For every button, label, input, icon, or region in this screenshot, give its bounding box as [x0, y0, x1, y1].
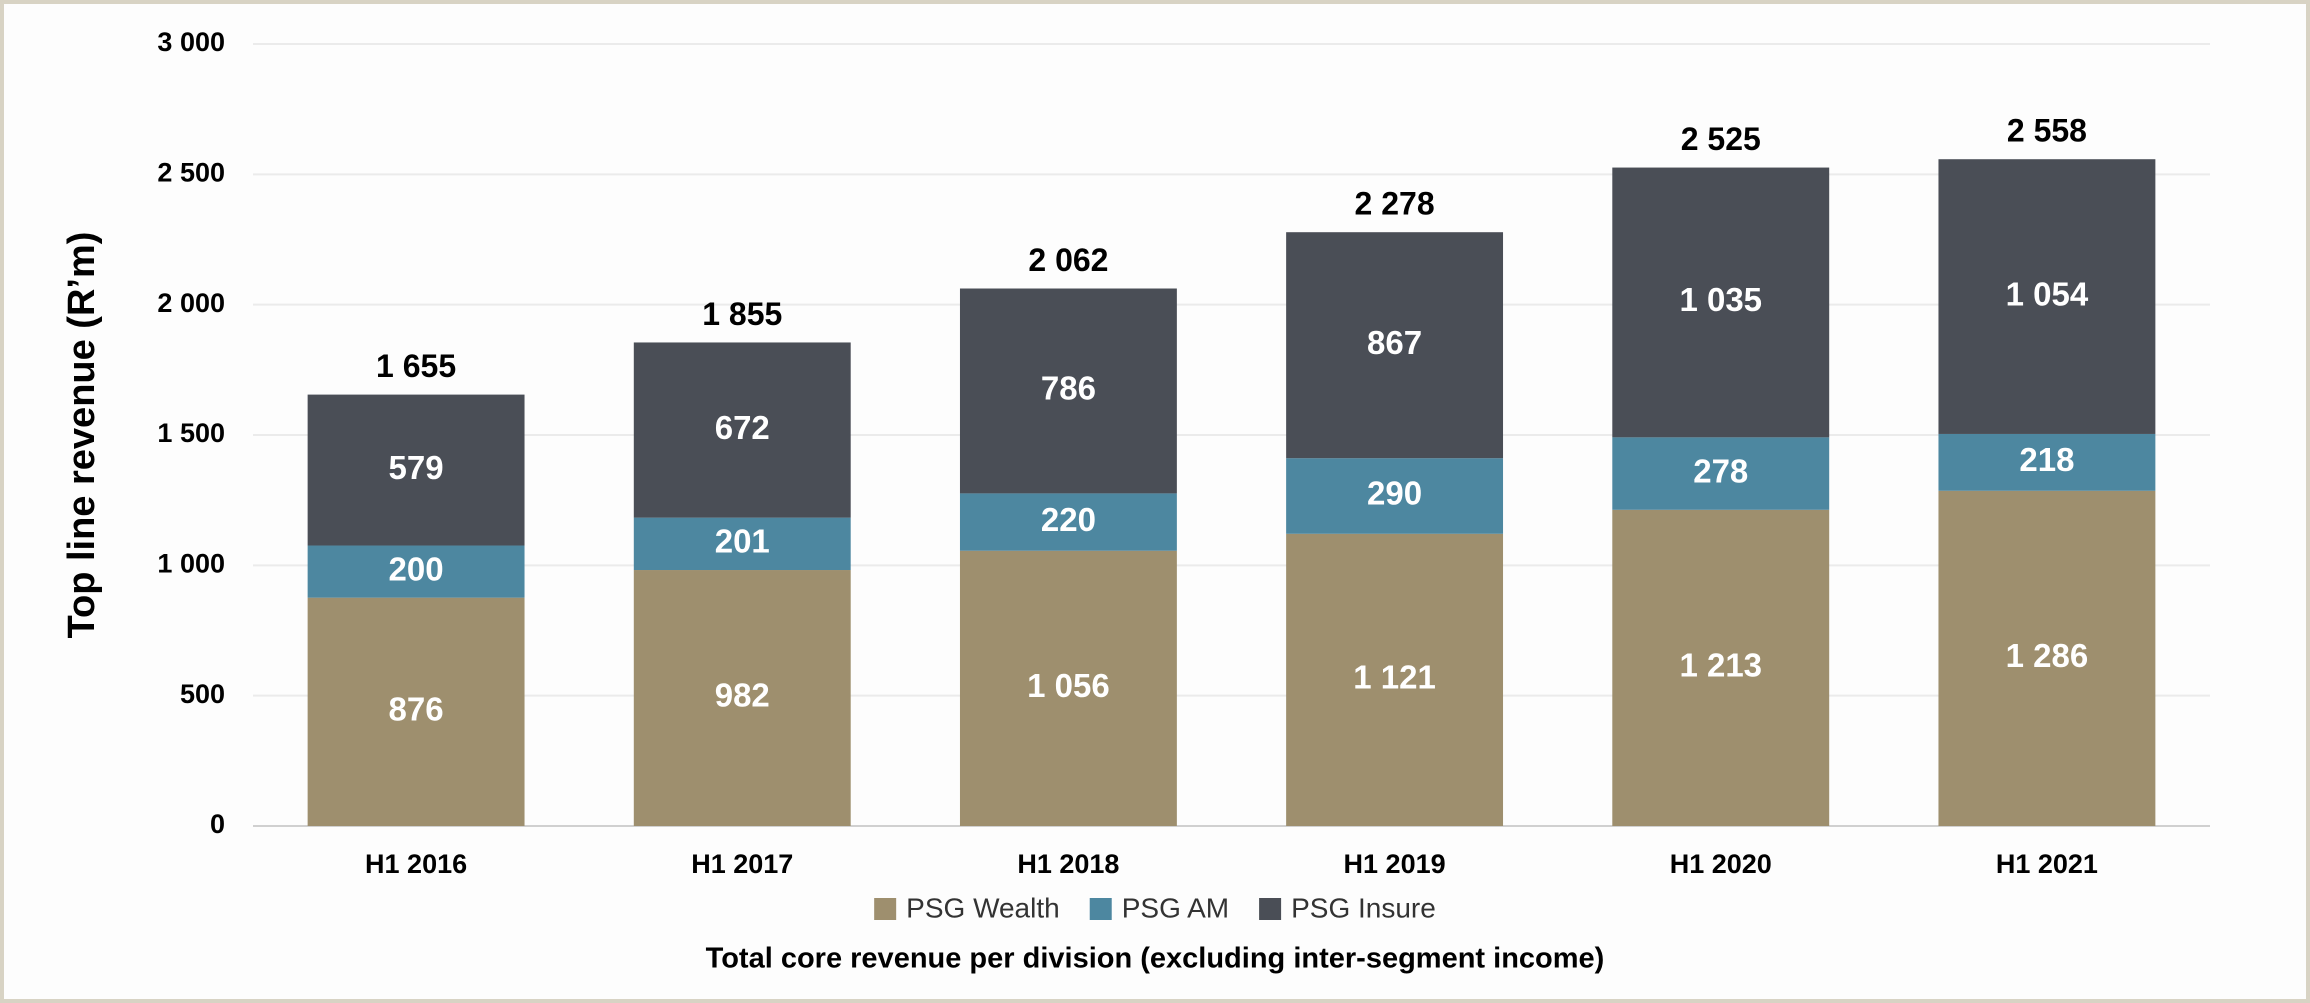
x-tick-label: H1 2018 — [1017, 849, 1119, 879]
y-tick-label: 0 — [210, 809, 225, 839]
data-label: 1 121 — [1353, 659, 1436, 696]
bar-segment — [307, 597, 525, 826]
bar-segment — [1286, 533, 1504, 826]
legend-swatch — [874, 898, 897, 920]
bar-segment — [633, 570, 851, 826]
x-tick-label: H1 2016 — [365, 849, 467, 879]
total-label: 1 855 — [702, 296, 782, 332]
bar-segment — [307, 545, 525, 598]
total-label: 1 655 — [376, 348, 456, 384]
legend-label: PSG AM — [1122, 892, 1229, 923]
x-tick-label: H1 2020 — [1670, 849, 1772, 879]
bar-segment — [1938, 433, 2156, 491]
bar-segment — [1612, 167, 1830, 438]
bar-segment — [307, 394, 525, 546]
data-label: 1 035 — [1679, 281, 1762, 318]
data-label: 200 — [389, 550, 444, 587]
data-label: 786 — [1041, 370, 1096, 407]
y-tick-label: 2 000 — [157, 288, 225, 318]
y-axis-title: Top line revenue (R’m) — [61, 232, 103, 639]
x-tick-label: H1 2019 — [1344, 849, 1446, 879]
bar-segment — [633, 342, 851, 518]
legend-swatch — [1259, 898, 1282, 920]
data-label: 220 — [1041, 501, 1096, 538]
data-label: 278 — [1693, 452, 1748, 489]
bar-segment — [1286, 232, 1504, 459]
data-label: 201 — [715, 523, 770, 560]
y-tick-label: 1 500 — [157, 418, 225, 448]
y-tick-label: 500 — [180, 679, 225, 709]
data-label: 867 — [1367, 324, 1422, 361]
total-label: 2 278 — [1355, 186, 1435, 222]
total-label: 2 558 — [2007, 113, 2087, 149]
legend-label: PSG Wealth — [906, 892, 1060, 923]
total-label: 2 525 — [1681, 121, 1761, 157]
bar-segment — [1286, 458, 1504, 534]
data-label: 1 056 — [1027, 667, 1110, 704]
y-tick-label: 1 000 — [157, 548, 225, 578]
bar-segment — [1612, 437, 1830, 510]
bar-segment — [1938, 490, 2156, 826]
bar-segment — [959, 288, 1177, 494]
y-tick-label: 2 500 — [157, 157, 225, 187]
data-label: 218 — [2019, 441, 2074, 478]
total-label: 2 062 — [1028, 242, 1108, 278]
data-label: 1 054 — [2006, 275, 2089, 312]
data-label: 290 — [1367, 475, 1422, 512]
bar-segment — [1938, 159, 2156, 434]
legend-label: PSG Insure — [1291, 892, 1436, 923]
footnote: Total core revenue per division (excludi… — [706, 943, 1605, 975]
data-label: 982 — [715, 677, 770, 714]
data-label: 672 — [715, 409, 770, 446]
bar-segment — [959, 550, 1177, 826]
x-tick-label: H1 2021 — [1996, 849, 2098, 879]
bar-segment — [959, 493, 1177, 551]
y-tick-label: 3 000 — [157, 27, 225, 57]
data-label: 876 — [389, 691, 444, 728]
legend-swatch — [1089, 898, 1112, 920]
bar-segment — [633, 517, 851, 571]
data-label: 1 286 — [2006, 637, 2089, 674]
bar-segment — [1612, 509, 1830, 826]
x-tick-label: H1 2017 — [691, 849, 793, 879]
data-label: 579 — [389, 449, 444, 486]
data-label: 1 213 — [1679, 647, 1762, 684]
